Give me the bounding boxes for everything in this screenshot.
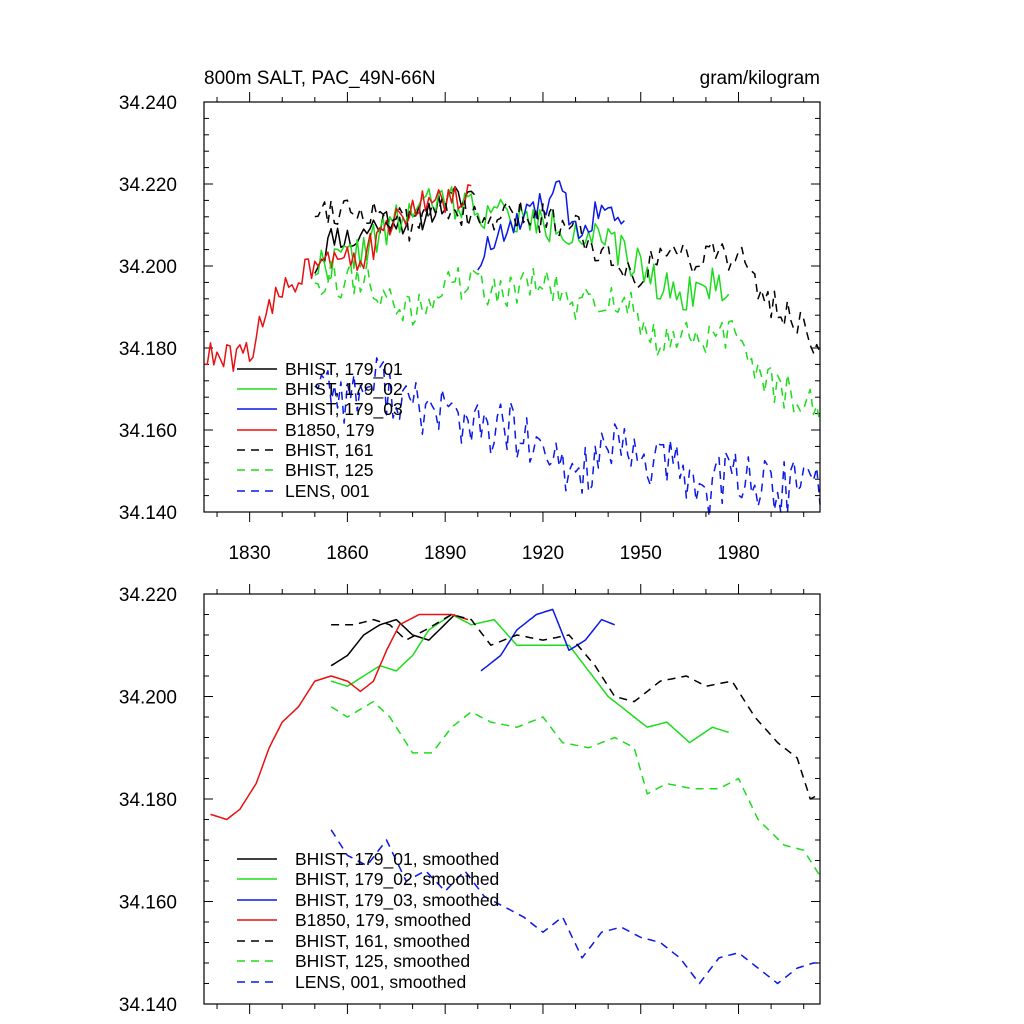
legend-entry: LENS, 001 [237,481,370,501]
legend-label: BHIST, 125 [285,460,374,480]
x-tick-label: 1950 [620,543,662,564]
bottom-legend: BHIST, 179_01, smoothed BHIST, 179_02, s… [237,849,499,992]
top-series-layer [203,180,821,518]
legend-label: BHIST, 179_02, smoothed [295,869,499,890]
legend-label: BHIST, 161 [285,440,374,460]
legend-label: LENS, 001 [285,481,370,501]
y-tick-label: 34.140 [119,503,177,524]
x-tick-label: 1830 [228,543,270,564]
y-tick-label: 34.200 [119,257,177,278]
legend-label: LENS, 001, smoothed [295,972,466,992]
chart-units: gram/kilogram [700,68,820,89]
legend-entry: LENS, 001, smoothed [237,972,466,992]
legend-entry: B1850, 179, smoothed [237,910,471,930]
legend-entry: BHIST, 179_03 [237,399,403,420]
series-line [330,613,729,744]
legend-label: B1850, 179 [285,420,375,440]
x-tick-label: 1860 [326,543,368,564]
y-tick-label: 34.160 [119,421,177,442]
legend-entry: BHIST, 161, smoothed [237,931,470,951]
legend-label: BHIST, 179_01 [285,359,403,380]
legend-label: B1850, 179, smoothed [295,910,471,930]
series-line [314,198,821,354]
bottom-plot-frame [203,593,821,1005]
series-line [314,357,821,518]
legend-label: BHIST, 161, smoothed [295,931,470,951]
series-line [480,608,615,672]
y-tick-label: 34.220 [119,175,177,196]
series-line [477,180,625,271]
y-tick-label: 34.240 [119,93,177,114]
series-line [330,700,821,877]
legend-label: BHIST, 179_03, smoothed [295,890,499,911]
top-axis-ticks: 34.140 34.160 34.180 34.200 34.220 34.240 1830… [119,92,820,564]
legend-entry: BHIST, 179_01, smoothed [237,849,499,870]
x-tick-label: 1920 [522,543,564,564]
top-salinity-chart: 800m SALT, PAC_49N-66N gram/kilogram 34.… [119,68,821,564]
y-tick-label: 34.140 [119,995,177,1016]
top-plot-frame [203,101,821,513]
y-tick-label: 34.180 [119,339,177,360]
legend-entry: BHIST, 125, smoothed [237,951,470,971]
y-tick-label: 34.160 [119,893,177,914]
series-line [330,613,456,667]
top-legend: BHIST, 179_01 BHIST, 179_02 BHIST, 179_0… [237,359,403,501]
legend-label: BHIST, 179_02 [285,379,403,400]
legend-entry: BHIST, 125 [237,460,374,480]
series-line [314,186,730,311]
y-tick-label: 34.180 [119,790,177,811]
legend-label: BHIST, 125, smoothed [295,951,470,971]
bottom-smoothed-chart: 34.140 34.160 34.180 34.200 34.220 BHIST, 17… [119,584,821,1016]
x-tick-label: 1980 [717,543,759,564]
legend-entry: BHIST, 179_02 [237,379,403,400]
series-line [314,261,821,423]
legend-entry: B1850, 179 [237,420,375,440]
y-tick-label: 34.220 [119,585,177,606]
legend-entry: BHIST, 179_01 [237,359,403,380]
x-tick-label: 1890 [424,543,466,564]
legend-entry: BHIST, 179_02, smoothed [237,869,499,890]
y-tick-label: 34.200 [119,688,177,709]
series-line [203,184,472,372]
legend-label: BHIST, 179_01, smoothed [295,849,499,870]
series-line [210,613,469,821]
legend-entry: BHIST, 161 [237,440,374,460]
bottom-axis-ticks: 34.140 34.160 34.180 34.200 34.220 [119,584,820,1016]
chart-title: 800m SALT, PAC_49N-66N [204,68,436,89]
series-line [331,613,821,800]
series-line [330,829,820,985]
bottom-series-layer [210,608,821,985]
legend-entry: BHIST, 179_03, smoothed [237,890,499,911]
legend-label: BHIST, 179_03 [285,399,403,420]
